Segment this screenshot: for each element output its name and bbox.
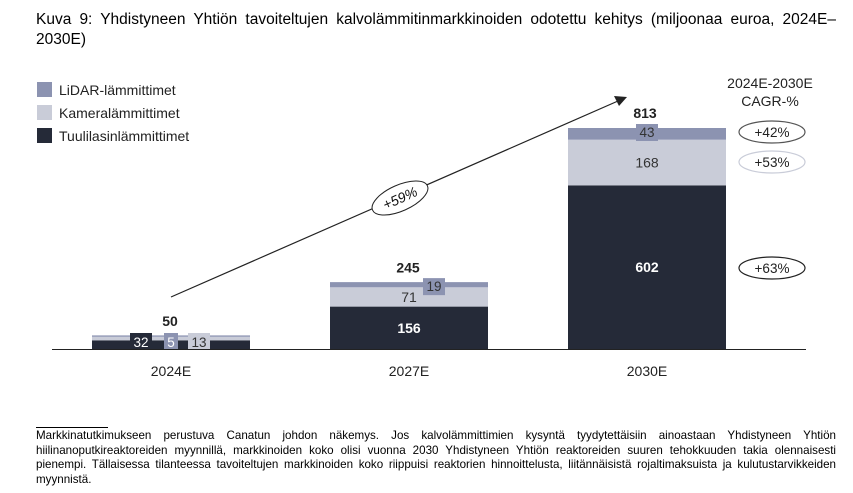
footnote-divider bbox=[36, 427, 108, 428]
cagr-series-label: +42% bbox=[755, 125, 790, 140]
data-label: 32 bbox=[133, 335, 148, 350]
total-label: 813 bbox=[633, 105, 657, 121]
legend-swatch bbox=[37, 128, 52, 143]
legend-label: LiDAR-lämmittimet bbox=[59, 82, 176, 98]
legend-label: Tuulilasinlämmittimet bbox=[59, 128, 189, 144]
cagr-series-ellipse bbox=[738, 150, 806, 174]
x-tick-label: 2024E bbox=[151, 363, 191, 379]
data-label-box bbox=[130, 333, 152, 350]
data-label-box bbox=[188, 333, 210, 350]
data-label: 168 bbox=[635, 155, 659, 171]
cagr-series-label: +53% bbox=[755, 155, 790, 170]
cagr-series-ellipse bbox=[738, 120, 806, 144]
data-label: 13 bbox=[191, 335, 206, 350]
data-label-box bbox=[636, 124, 658, 141]
stacked-bar-chart: 32 5 13 50 2024E 156 71 19 245 2027E 602 168 43 813 20… bbox=[37, 75, 813, 379]
bar-segment bbox=[330, 306, 488, 349]
x-tick-label: 2030E bbox=[627, 363, 667, 379]
total-label: 50 bbox=[162, 313, 178, 329]
data-label: 602 bbox=[635, 259, 659, 275]
chart-title: Kuva 9: Yhdistyneen Yhtiön tavoiteltujen… bbox=[36, 11, 836, 48]
footnote: Markkinatutkimukseen perustuva Canatun j… bbox=[36, 429, 836, 486]
data-label: 71 bbox=[401, 289, 417, 305]
legend-label: Kameralämmittimet bbox=[59, 105, 180, 121]
data-label: 19 bbox=[426, 279, 441, 294]
bar-segment bbox=[568, 139, 726, 186]
cagr-overall-ellipse bbox=[371, 180, 429, 216]
data-label: 156 bbox=[397, 320, 421, 336]
x-tick-label: 2027E bbox=[389, 363, 429, 379]
cagr-header: CAGR-% bbox=[741, 93, 799, 109]
bar-segment bbox=[568, 185, 726, 349]
cagr-series-ellipse bbox=[738, 256, 806, 280]
legend-swatch bbox=[37, 82, 52, 97]
data-label-box bbox=[423, 278, 445, 296]
cagr-series-label: +63% bbox=[755, 261, 790, 276]
data-label: 5 bbox=[167, 335, 175, 350]
total-label: 245 bbox=[396, 259, 420, 275]
trend-arrow-head bbox=[614, 96, 627, 106]
legend-swatch bbox=[37, 105, 52, 120]
bar-segment bbox=[330, 282, 488, 288]
data-label: 43 bbox=[639, 125, 654, 140]
bar-segment bbox=[330, 287, 488, 307]
data-label-box bbox=[164, 333, 178, 350]
cagr-header: 2024E-2030E bbox=[727, 75, 813, 91]
